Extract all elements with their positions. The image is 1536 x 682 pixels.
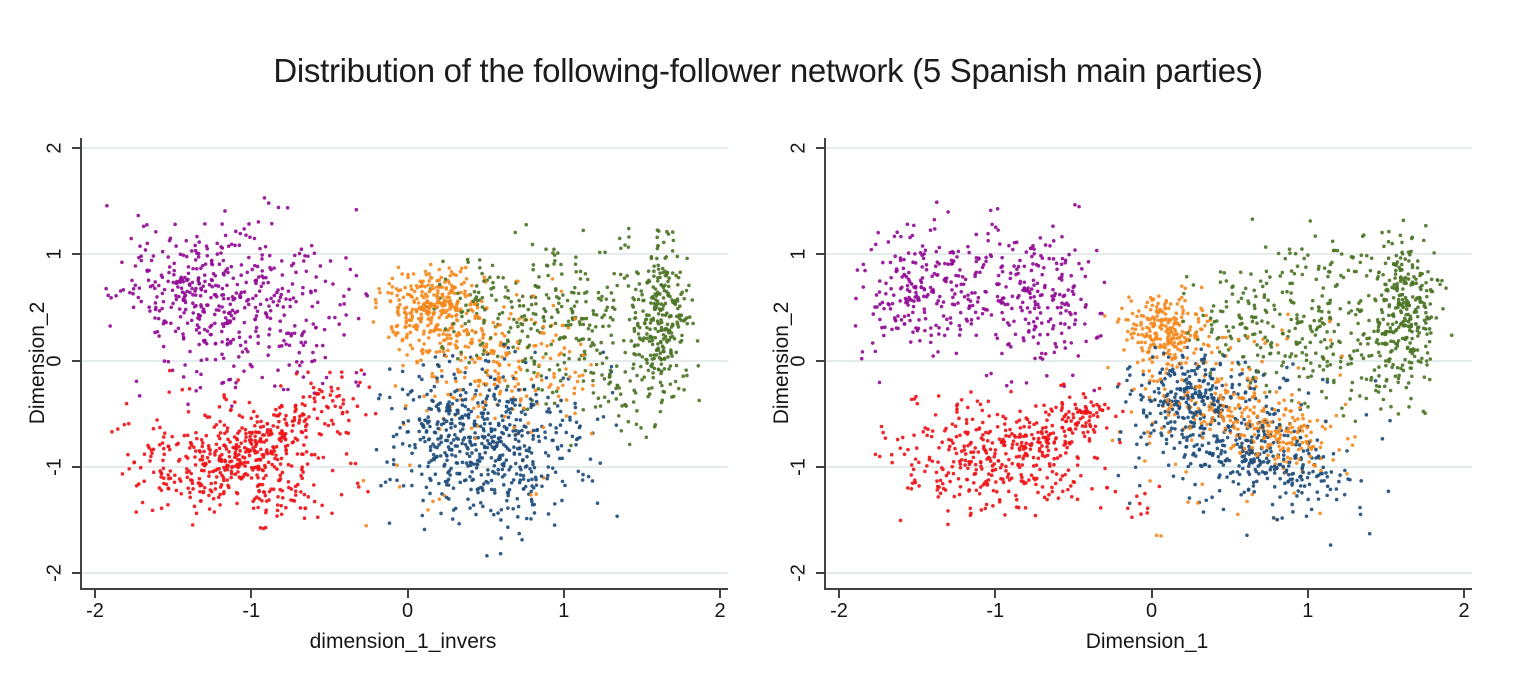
x-tick <box>1150 590 1153 598</box>
x-tick <box>1463 590 1465 598</box>
y-tick-label: 0 <box>43 354 66 367</box>
x-tick-label: 1 <box>1302 600 1314 622</box>
x-tick-label: 2 <box>714 600 726 622</box>
x-tick <box>719 590 721 598</box>
scatter-panel-left: Dimension_2 2 1 0 -1 -2 -2 -1 0 1 2 dimension_1_… <box>26 138 728 678</box>
x-tick-label: 0 <box>401 600 414 622</box>
y-tick-label: 1 <box>787 248 810 260</box>
x-tick-label: -1 <box>242 600 261 622</box>
scatter-points-canvas <box>82 138 728 588</box>
x-tick <box>94 590 96 598</box>
x-tick-label: 1 <box>558 600 570 622</box>
x-tick <box>1306 590 1309 598</box>
y-tick <box>72 253 80 256</box>
y-tick <box>72 147 80 149</box>
x-tick-label: -1 <box>986 600 1005 622</box>
y-tick-label: 0 <box>787 354 810 367</box>
y-tick <box>72 572 80 574</box>
scatter-panel-right: Dimension_2 2 1 0 -1 -2 -2 -1 0 1 2 Dimension_1 <box>770 138 1472 678</box>
y-tick-label: -2 <box>43 564 66 582</box>
y-tick-label: 1 <box>43 248 66 260</box>
x-tick <box>994 590 997 598</box>
y-tick-label: 2 <box>43 142 66 154</box>
x-axis-title: dimension_1_invers <box>309 630 497 653</box>
plot-area: 2 1 0 -1 -2 -2 -1 0 1 2 <box>44 138 728 622</box>
y-tick <box>816 572 824 574</box>
x-tick <box>250 590 253 598</box>
y-tick-label: -1 <box>787 457 810 476</box>
y-tick <box>816 147 824 149</box>
y-tick <box>816 253 824 256</box>
y-tick <box>816 465 824 468</box>
x-tick-label: -2 <box>86 600 104 622</box>
x-tick <box>562 590 565 598</box>
y-tick <box>816 359 824 362</box>
y-tick-label: 2 <box>787 142 810 154</box>
y-tick-label: -2 <box>787 564 810 582</box>
x-tick-label: 2 <box>1458 600 1470 622</box>
scatter-points-canvas <box>826 138 1472 588</box>
y-tick <box>72 359 80 362</box>
figure-title: Distribution of the following-follower n… <box>273 52 1263 89</box>
x-tick-label: -2 <box>830 600 848 622</box>
x-tick-label: 0 <box>1145 600 1158 622</box>
x-tick <box>838 590 840 598</box>
plot-area: 2 1 0 -1 -2 -2 -1 0 1 2 <box>788 138 1472 622</box>
y-tick-label: -1 <box>43 457 66 476</box>
y-tick <box>72 465 80 468</box>
x-tick <box>406 590 409 598</box>
x-axis-title: Dimension_1 <box>1085 630 1209 653</box>
